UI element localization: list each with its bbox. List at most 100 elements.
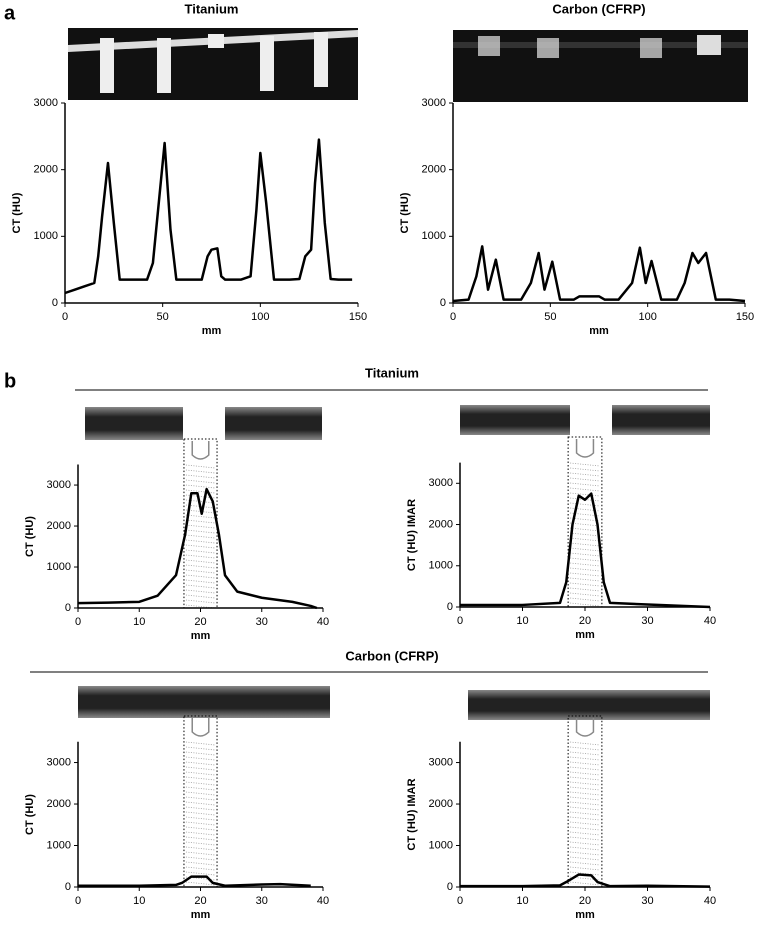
screw-thread [185,544,216,549]
screw-thread [185,559,216,564]
x-tick-label: 30 [256,895,268,907]
screw-thread [570,826,600,831]
x-tick-label: 20 [194,895,206,907]
data-line [460,873,711,888]
screw-thread [570,846,600,851]
x-axis-label: mm [589,325,609,337]
screw-head [575,439,595,458]
y-tick-label: 0 [52,297,58,309]
screw-thread [570,482,600,487]
y-tick-label: 2000 [429,518,453,530]
y-tick-label: 3000 [429,756,453,768]
screw-thread [570,477,600,482]
screw-outline [183,438,218,609]
screw-thread [185,781,216,786]
screw-thread [185,766,216,771]
screw-thread [570,816,600,821]
screw-thread [570,472,600,477]
screw-thread [570,791,600,796]
screw-thread [185,846,216,851]
x-tick-label: 20 [194,616,206,628]
screw-thread [570,756,600,761]
x-tick-label: 40 [704,895,716,907]
screw-thread [185,821,216,826]
y-tick-label: 2000 [47,520,71,532]
data-line [452,245,746,303]
y-tick-label: 2000 [422,164,446,176]
screw-thread [570,462,600,467]
x-tick-label: 20 [579,895,591,907]
ct-image [68,28,358,100]
x-tick-label: 10 [133,616,145,628]
data-line [64,138,353,295]
screw-thread [185,514,216,519]
y-tick-label: 0 [447,881,453,893]
screw-thread [185,589,216,594]
screw-thread [570,537,600,542]
x-tick-label: 30 [641,615,653,627]
screw-thread [570,542,600,547]
screw-thread [570,861,600,866]
chart: 0 1000 2000 3000 0 10 20 30 40 mm CT (HU) [24,715,329,921]
y-tick-label: 1000 [47,839,71,851]
x-tick-label: 10 [133,895,145,907]
screw-thread [570,492,600,497]
screw-overlay [183,438,218,609]
screw-thread [185,741,216,746]
x-tick-label: 0 [75,616,81,628]
screw-outline [183,715,218,888]
x-tick-label: 0 [457,615,463,627]
screw-thread [570,841,600,846]
screw-thread [185,549,216,554]
screw-thread [570,467,600,472]
x-tick-label: 30 [641,895,653,907]
screw-thread [185,746,216,751]
y-tick-label: 0 [65,881,71,893]
screw-thread [570,502,600,507]
screw-thread [570,522,600,527]
screw-thread [570,761,600,766]
screw-thread [570,751,600,756]
screw-thread [570,866,600,871]
screw-thread [185,801,216,806]
screw-thread [185,519,216,524]
screw-thread [185,469,216,474]
x-axis-label: mm [575,629,595,641]
x-tick-label: 0 [75,895,81,907]
screw-thread [570,487,600,492]
screw-thread [185,756,216,761]
screw-thread [570,587,600,592]
screw-thread [570,597,600,602]
screw-thread [570,552,600,557]
chart: 0 1000 2000 3000 0 10 20 30 40 mm CT (HU) IMAR [406,715,716,921]
x-tick-label: 150 [736,311,754,323]
y-tick-label: 2000 [47,798,71,810]
screw-thread [570,771,600,776]
screw-thread [570,801,600,806]
x-tick-label: 10 [516,615,528,627]
y-tick-label: 3000 [47,479,71,491]
screw-thread [570,592,600,597]
screw-thread [185,569,216,574]
x-tick-label: 100 [638,311,656,323]
x-tick-label: 50 [157,311,169,323]
x-tick-label: 40 [704,615,716,627]
screw-thread [570,836,600,841]
screw-thread [185,574,216,579]
screw-thread [185,579,216,584]
x-tick-label: 0 [62,311,68,323]
screw-thread [570,577,600,582]
y-tick-label: 1000 [422,230,446,242]
screw-thread [185,479,216,484]
y-axis-label: CT (HU) IMAR [406,499,418,571]
section-title: Titanium [365,365,419,380]
screw-thread [570,557,600,562]
screw-thread [185,599,216,604]
screw-thread [185,751,216,756]
screw-thread [185,771,216,776]
screw-thread [185,851,216,856]
x-tick-label: 0 [457,895,463,907]
x-tick-label: 150 [349,311,367,323]
data-line [460,492,711,609]
